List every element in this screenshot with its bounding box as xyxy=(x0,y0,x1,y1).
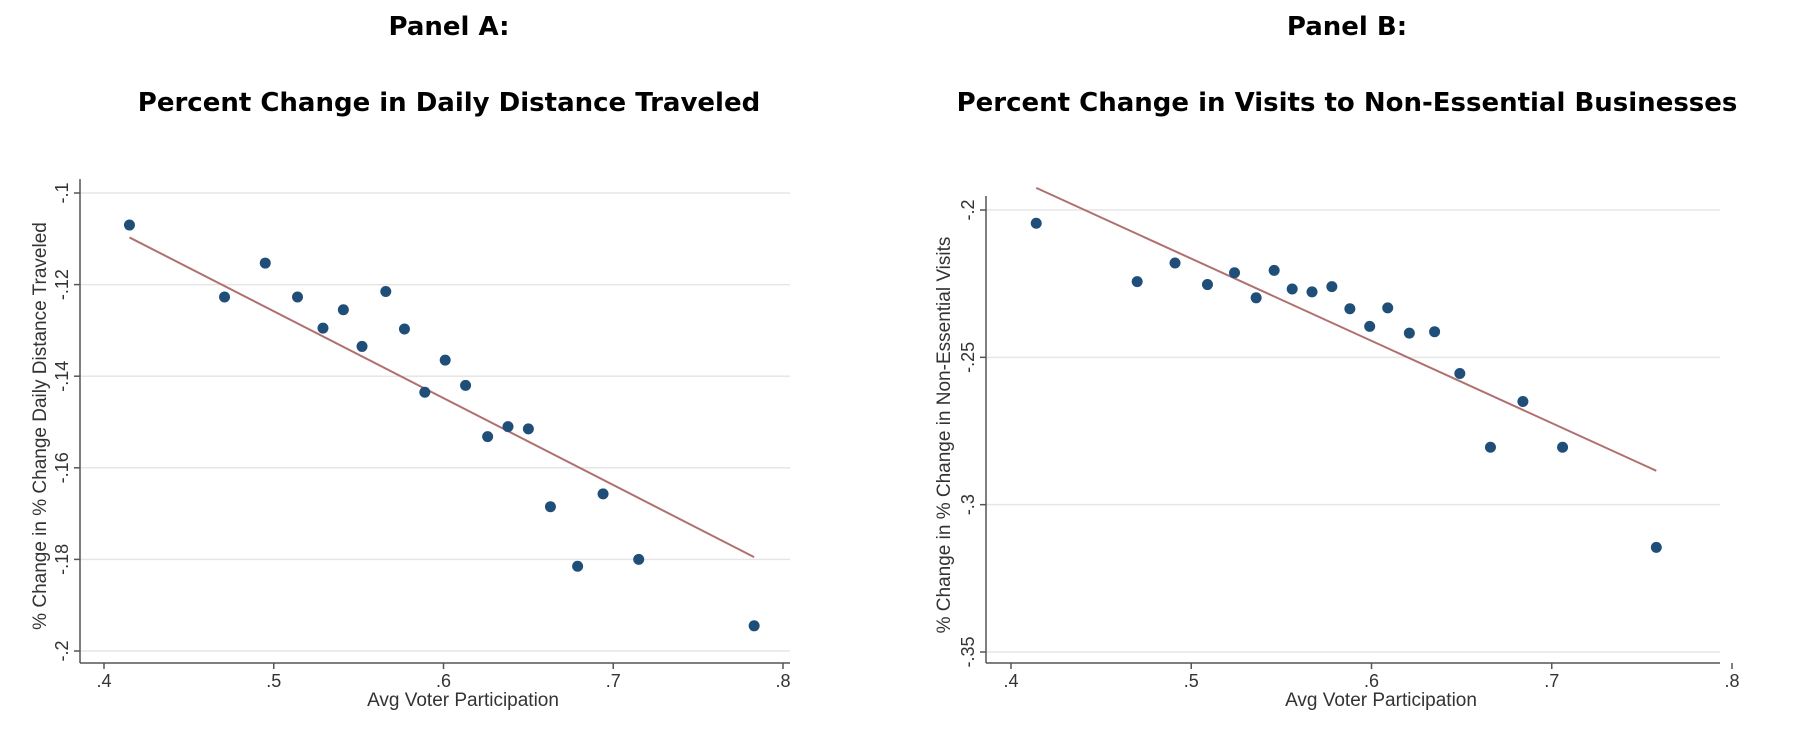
panel-b-chart: -.35 -.3 -.25 -.2 .4 .5 .6 .7 .8 Avg Voter Partic… xyxy=(934,186,1740,711)
panel-b: Panel B: Percent Change in Visits to Non… xyxy=(898,0,1796,739)
y-tick-label: -.25 xyxy=(958,342,978,373)
data-point xyxy=(419,386,431,398)
data-point xyxy=(1344,303,1356,315)
data-point xyxy=(1364,320,1376,332)
y-tick-label: -.1 xyxy=(52,182,72,203)
data-point xyxy=(1306,286,1318,298)
panel-b-title: Percent Change in Visits to Non-Essentia… xyxy=(956,88,1738,118)
data-point xyxy=(1403,327,1415,339)
data-point xyxy=(1517,396,1529,408)
data-point xyxy=(123,219,135,231)
y-tick-label: -.2 xyxy=(52,640,72,661)
data-point xyxy=(1169,257,1181,269)
y-tick-label: -.14 xyxy=(52,361,72,392)
data-point xyxy=(1326,281,1338,293)
data-point xyxy=(1286,283,1298,295)
data-point xyxy=(572,560,584,572)
x-tick-label: .7 xyxy=(606,671,621,691)
data-point xyxy=(292,291,304,303)
panel-a-title: Percent Change in Daily Distance Travele… xyxy=(137,88,761,118)
data-point xyxy=(1201,279,1213,291)
y-tick-label: -.12 xyxy=(52,269,72,300)
data-point xyxy=(259,257,271,269)
x-tick-label: .6 xyxy=(436,671,451,691)
x-tick-label: .4 xyxy=(1003,671,1018,691)
panel-a-label: Panel A: xyxy=(388,12,510,42)
data-point xyxy=(1250,292,1262,304)
fit-line xyxy=(129,236,755,559)
data-point xyxy=(1268,264,1280,276)
x-tick-label: .7 xyxy=(1544,671,1559,691)
data-point xyxy=(380,285,392,297)
data-point xyxy=(1229,267,1241,279)
data-point xyxy=(522,423,534,435)
x-tick-label: .8 xyxy=(1724,671,1739,691)
panel-a-chart: -.2 -.18 -.16 -.14 -.12 -.1 .4 .5 .6 .7 .8 Avg Vote… xyxy=(30,179,791,711)
x-tick-label: .8 xyxy=(775,671,790,691)
data-point xyxy=(633,553,645,565)
data-point xyxy=(1030,217,1042,229)
data-point xyxy=(1484,441,1496,453)
data-point xyxy=(1429,326,1441,338)
data-point xyxy=(460,379,472,391)
y-axis-title: % Change in % Change in Non-Essential Vi… xyxy=(934,237,955,634)
data-point xyxy=(1557,441,1569,453)
data-point xyxy=(356,340,368,352)
data-point xyxy=(337,304,349,316)
x-axis-title: Avg Voter Participation xyxy=(367,690,559,711)
fit-line xyxy=(1035,186,1657,472)
panel-a: Panel A: Percent Change in Daily Distanc… xyxy=(0,0,898,739)
x-tick-label: .6 xyxy=(1364,671,1379,691)
x-tick-label: .5 xyxy=(266,671,281,691)
data-point xyxy=(1131,276,1143,288)
y-tick-label: -.35 xyxy=(958,636,978,667)
data-point xyxy=(544,501,556,513)
data-point xyxy=(1382,302,1394,314)
data-point xyxy=(1454,368,1466,380)
x-tick-label: .4 xyxy=(96,671,111,691)
y-tick-label: -.18 xyxy=(52,544,72,575)
data-point xyxy=(439,354,451,366)
data-point xyxy=(317,322,329,334)
data-point xyxy=(482,431,494,443)
data-point xyxy=(398,323,410,335)
panel-b-label: Panel B: xyxy=(1286,12,1408,42)
y-axis-title: % Change in % Change Daily Distance Trav… xyxy=(30,222,51,630)
data-point xyxy=(219,291,231,303)
data-point xyxy=(1650,541,1662,553)
data-point xyxy=(502,421,514,433)
data-point xyxy=(748,620,760,632)
data-point xyxy=(597,488,609,500)
y-tick-label: -.16 xyxy=(52,452,72,483)
y-tick-label: -.2 xyxy=(958,199,978,220)
x-axis-title: Avg Voter Participation xyxy=(1285,690,1477,711)
x-tick-label: .5 xyxy=(1184,671,1199,691)
y-tick-label: -.3 xyxy=(958,494,978,515)
